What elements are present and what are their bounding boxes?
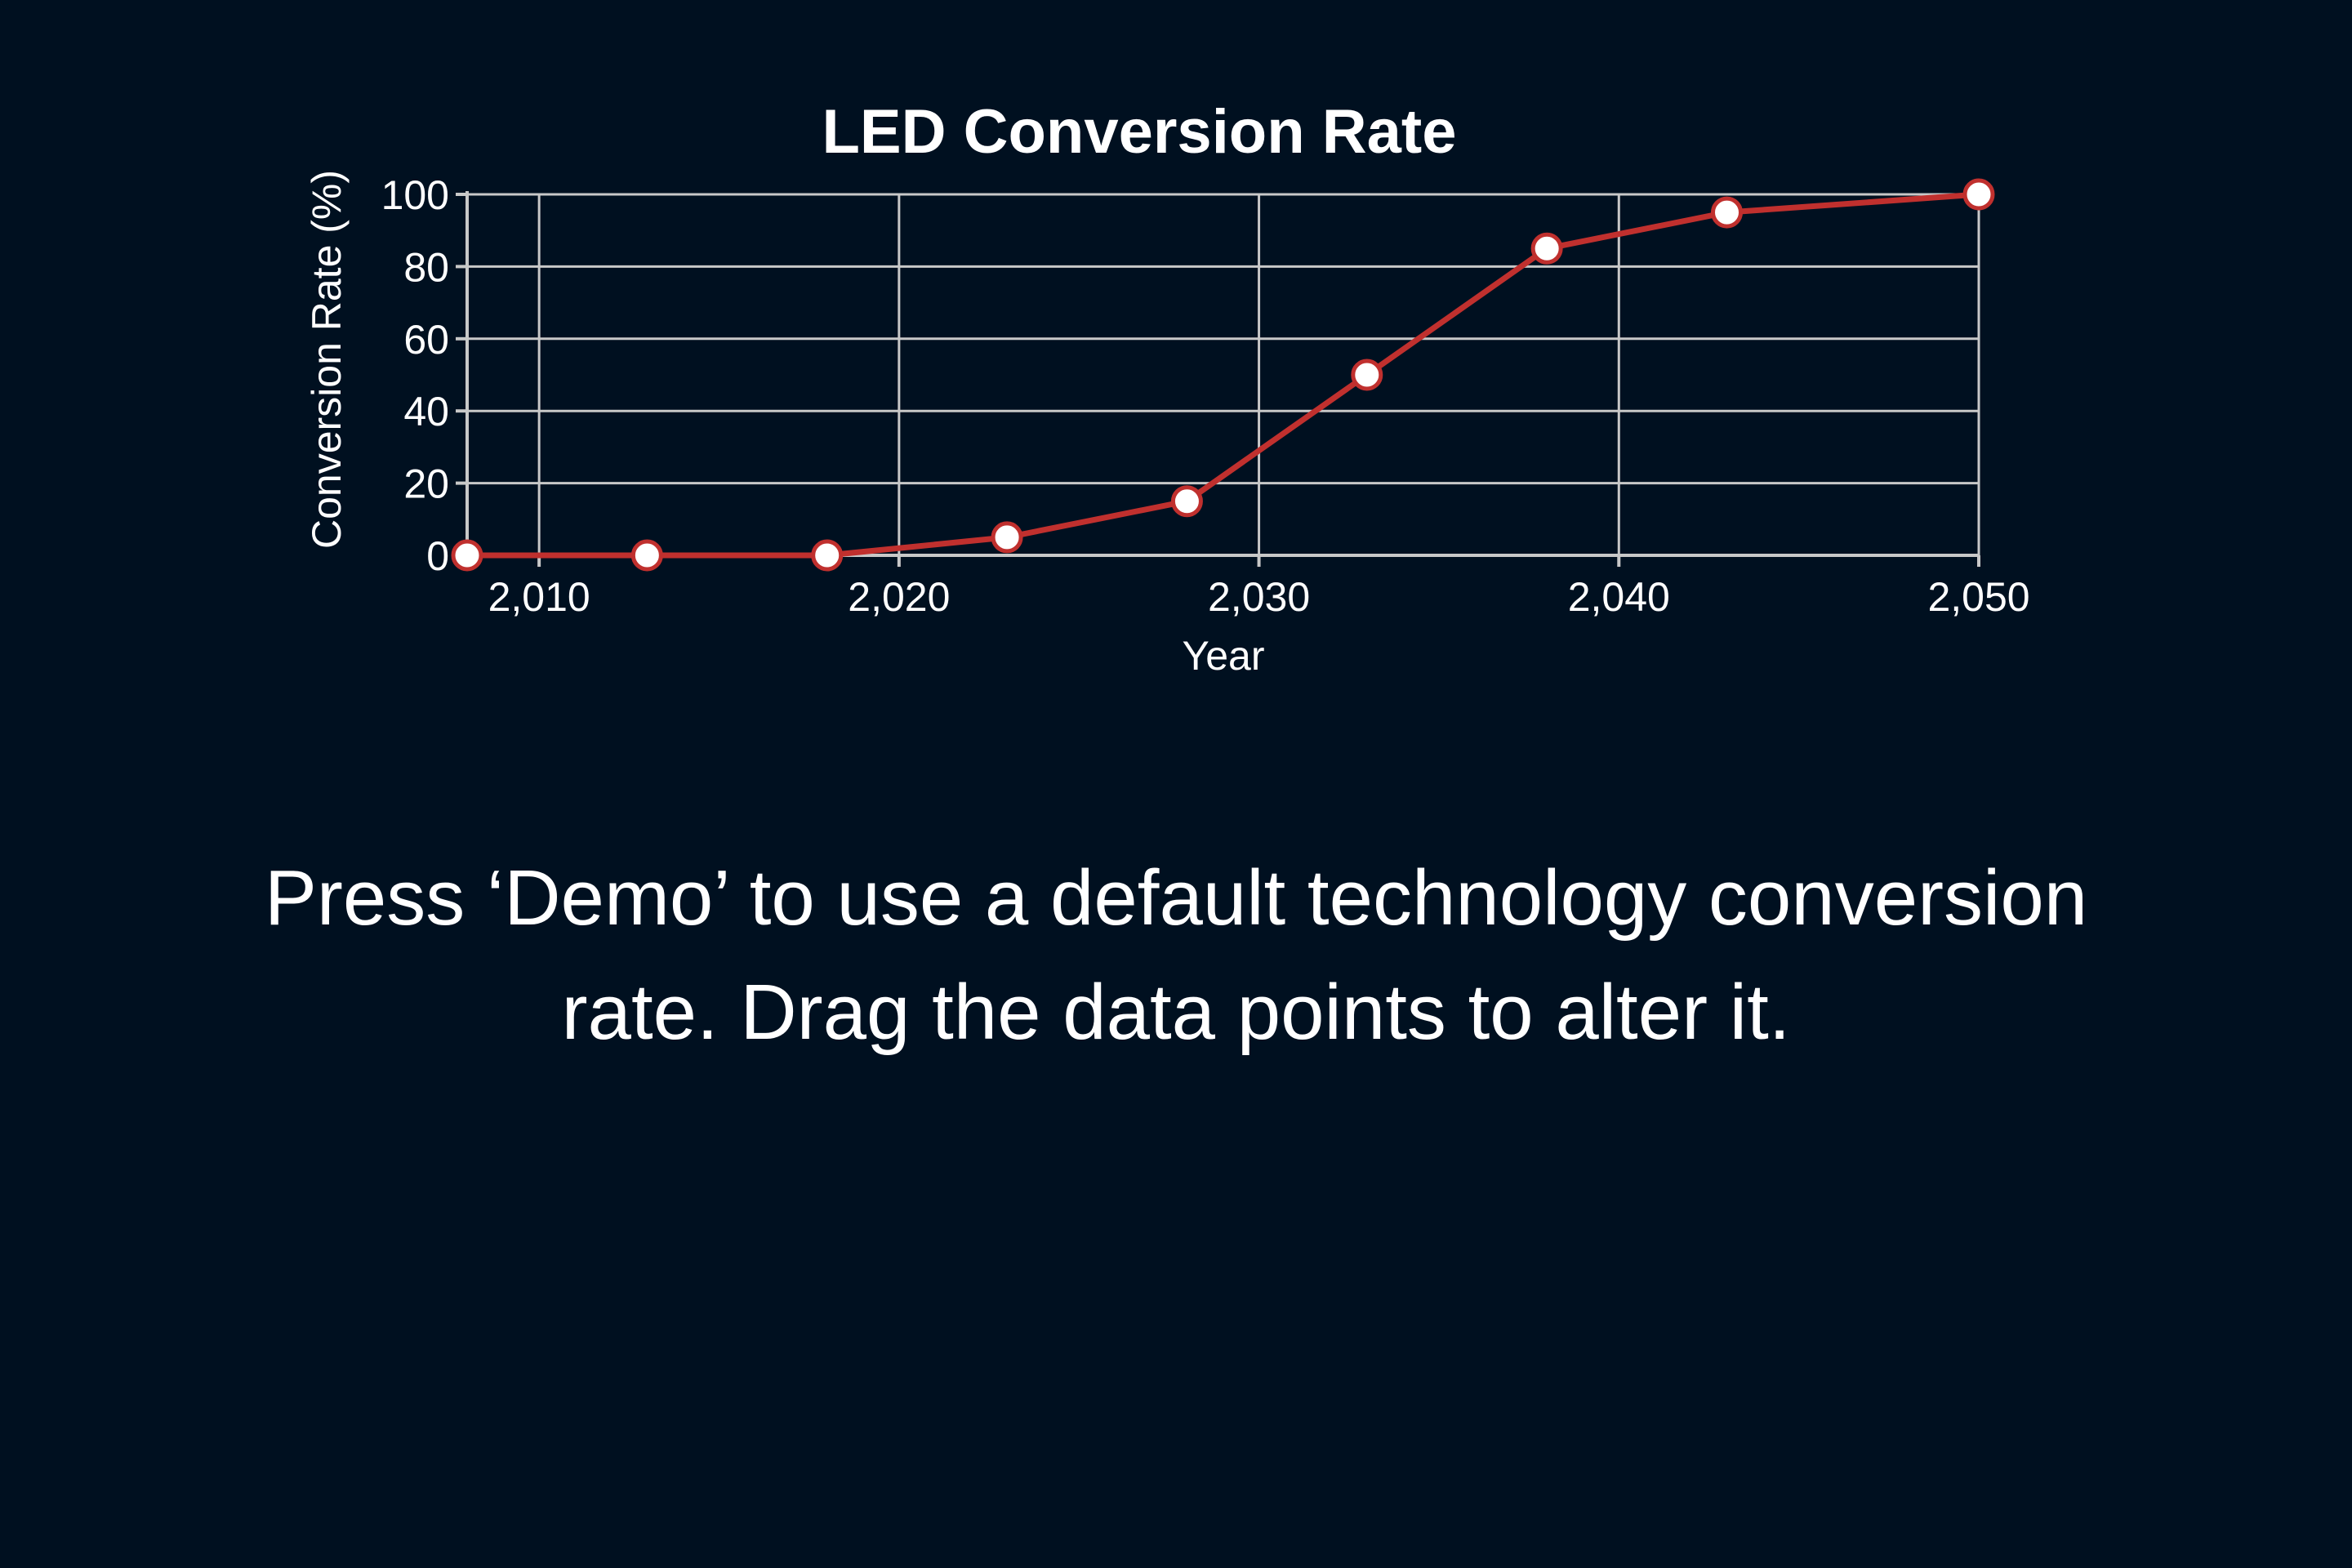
x-tick-label: 2,010 xyxy=(488,574,590,620)
data-point[interactable] xyxy=(451,539,483,572)
chart-axes xyxy=(456,191,1980,567)
y-tick-label: 40 xyxy=(403,389,449,434)
conversion-rate-chart[interactable]: 0 20 40 60 80 100 2,010 2,020 2,030 2,040 2,050 LE… xyxy=(0,0,2352,678)
data-point[interactable] xyxy=(630,539,663,572)
instructions-text: Press ‘Demo’ to use a default technology… xyxy=(264,854,2088,1056)
data-point[interactable] xyxy=(1351,359,1383,391)
x-tick-label: 2,030 xyxy=(1208,574,1310,620)
x-tick-label: 2,040 xyxy=(1568,574,1670,620)
x-tick-label: 2,050 xyxy=(1927,574,2029,620)
y-tick-label: 20 xyxy=(403,461,449,507)
data-point[interactable] xyxy=(1530,232,1563,265)
y-tick-label: 100 xyxy=(381,172,449,218)
chart-title: LED Conversion Rate xyxy=(822,97,1456,167)
data-point[interactable] xyxy=(1962,178,1995,211)
y-tick-label: 60 xyxy=(403,317,449,363)
data-point[interactable] xyxy=(1711,196,1743,229)
data-point[interactable] xyxy=(811,539,844,572)
chart-series[interactable] xyxy=(451,178,1995,572)
data-point[interactable] xyxy=(991,521,1023,554)
x-axis-label: Year xyxy=(1182,633,1264,678)
chart-grid xyxy=(467,193,1980,557)
data-point[interactable] xyxy=(1170,485,1203,518)
y-axis-label: Conversion Rate (%) xyxy=(304,170,350,549)
x-tick-label: 2,020 xyxy=(848,574,950,620)
chart-tick-labels: 0 20 40 60 80 100 2,010 2,020 2,030 2,040 2,050 xyxy=(381,172,2030,620)
series-line xyxy=(467,191,1980,559)
y-tick-label: 80 xyxy=(403,244,449,290)
y-tick-label: 0 xyxy=(426,533,449,579)
